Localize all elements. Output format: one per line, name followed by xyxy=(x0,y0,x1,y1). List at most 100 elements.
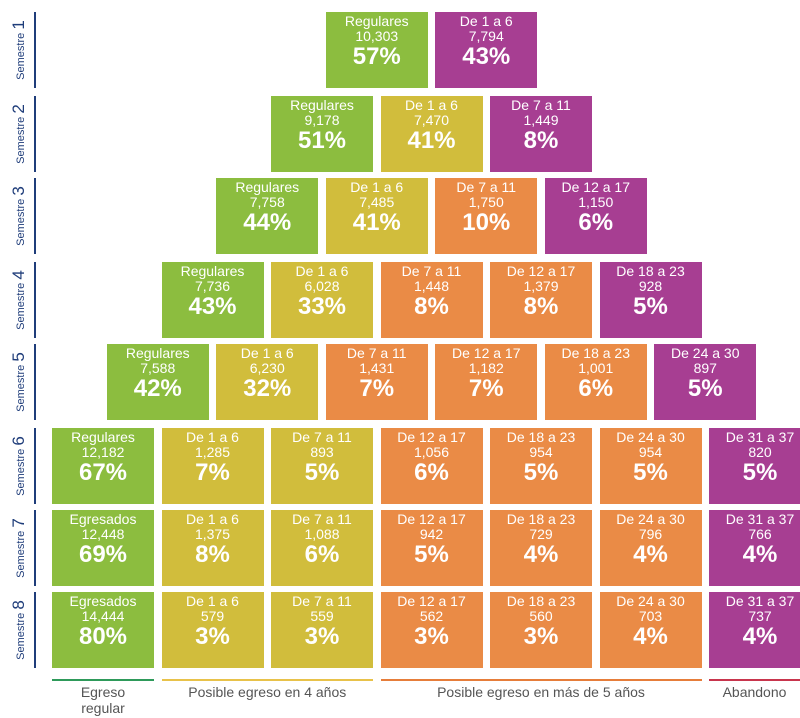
cohort-cell: De 24 a 30 897 5% xyxy=(654,344,757,420)
cohort-cell: De 7 a 11 1,750 10% xyxy=(435,178,538,254)
cell-percentage: 7% xyxy=(359,375,395,402)
semester-number: 1 xyxy=(9,20,28,30)
semester-word: Semestre xyxy=(15,29,27,80)
cell-range-label: Regulares xyxy=(235,179,300,195)
cell-range-label: De 7 a 11 xyxy=(511,97,571,113)
cell-student-count: 1,449 xyxy=(523,112,559,128)
cohort-cell: De 31 a 37 737 4% xyxy=(709,592,800,668)
cell-percentage: 3% xyxy=(304,623,340,650)
cell-student-count: 1,182 xyxy=(468,360,504,376)
cell-range-label: De 1 a 6 xyxy=(295,263,349,279)
semester-word: Semestre xyxy=(15,445,27,496)
cell-student-count: 737 xyxy=(748,608,772,624)
cell-percentage: 4% xyxy=(742,541,778,568)
cohort-cell: De 12 a 17 1,379 8% xyxy=(490,262,592,338)
cell-percentage: 5% xyxy=(304,459,340,486)
cell-percentage: 5% xyxy=(414,541,449,568)
cell-student-count: 7,794 xyxy=(468,28,504,44)
cell-range-label: De 18 a 23 xyxy=(506,429,576,445)
cell-percentage: 42% xyxy=(133,375,182,402)
semester-divider xyxy=(34,12,36,88)
cohort-cell: Regulares 10,303 57% xyxy=(325,12,428,88)
cohort-cell: De 12 a 17 1,056 6% xyxy=(380,428,483,504)
cell-range-label: De 1 a 6 xyxy=(350,179,404,195)
cell-range-label: De 7 a 11 xyxy=(292,429,352,445)
cell-range-label: De 18 a 23 xyxy=(506,593,576,609)
semester-number: 8 xyxy=(9,600,28,610)
legend-line xyxy=(161,679,373,681)
cell-range-label: De 12 a 17 xyxy=(397,593,466,609)
cohort-cell: De 18 a 23 954 5% xyxy=(490,428,592,504)
cell-range-label: Regulares xyxy=(290,97,354,113)
cell-student-count: 820 xyxy=(748,444,772,460)
semester-label: Semestre 7 xyxy=(9,508,29,588)
cell-percentage: 33% xyxy=(297,293,347,320)
cohort-cell: De 1 a 6 7,470 41% xyxy=(380,96,483,172)
cohort-cell: De 1 a 6 6,028 33% xyxy=(271,262,373,338)
cell-percentage: 6% xyxy=(578,375,614,402)
cell-student-count: 893 xyxy=(310,444,334,460)
cell-percentage: 8% xyxy=(523,127,559,154)
cell-percentage: 44% xyxy=(243,209,292,236)
semester-divider xyxy=(34,592,36,668)
semester-word: Semestre xyxy=(15,361,27,412)
cohort-cell: De 7 a 11 1,449 8% xyxy=(490,96,592,172)
semester-divider xyxy=(34,510,36,586)
cell-range-label: De 18 a 23 xyxy=(506,511,576,527)
cell-range-label: De 1 a 6 xyxy=(240,345,294,361)
semester-number: 3 xyxy=(9,186,28,196)
cell-percentage: 6% xyxy=(414,459,449,486)
cell-percentage: 8% xyxy=(195,541,230,568)
cohort-cell: De 18 a 23 729 4% xyxy=(490,510,592,586)
cell-percentage: 5% xyxy=(633,459,668,486)
cell-range-label: De 1 a 6 xyxy=(405,97,458,113)
cohort-cell: De 24 a 30 703 4% xyxy=(599,592,702,668)
cell-student-count: 7,470 xyxy=(413,112,450,128)
cell-range-label: De 12 a 17 xyxy=(452,345,521,361)
semester-number: 7 xyxy=(9,518,28,528)
cohort-cell: De 7 a 11 559 3% xyxy=(271,592,373,668)
cohort-cell: De 1 a 6 7,794 43% xyxy=(435,12,538,88)
cell-range-label: De 12 a 17 xyxy=(506,263,576,279)
semester-word: Semestre xyxy=(15,113,27,164)
cell-percentage: 3% xyxy=(414,623,449,650)
cell-range-label: De 1 a 6 xyxy=(186,511,239,527)
cell-student-count: 7,588 xyxy=(140,360,176,376)
cell-percentage: 32% xyxy=(243,375,292,402)
cell-range-label: De 24 a 30 xyxy=(616,593,685,609)
cohort-cell: Regulares 9,178 51% xyxy=(271,96,373,172)
cohort-cell: De 12 a 17 562 3% xyxy=(380,592,483,668)
cell-student-count: 7,736 xyxy=(194,278,231,294)
cell-percentage: 7% xyxy=(195,459,230,486)
semester-number: 6 xyxy=(9,436,28,446)
semester-divider xyxy=(34,178,36,254)
cell-range-label: Egresados xyxy=(69,593,137,609)
cell-percentage: 4% xyxy=(633,541,668,568)
cohort-cell: De 7 a 11 1,088 6% xyxy=(271,510,373,586)
cell-student-count: 954 xyxy=(638,444,663,460)
semester-number: 4 xyxy=(9,270,28,280)
semester-divider xyxy=(34,262,36,338)
cell-student-count: 7,485 xyxy=(359,194,395,210)
cell-percentage: 8% xyxy=(523,293,559,320)
cell-percentage: 3% xyxy=(195,623,230,650)
cell-student-count: 12,448 xyxy=(81,526,125,542)
cell-range-label: De 1 a 6 xyxy=(459,13,513,29)
cell-student-count: 1,285 xyxy=(194,444,231,460)
cell-range-label: De 7 a 11 xyxy=(456,179,517,195)
cohort-cell: De 1 a 6 7,485 41% xyxy=(325,178,428,254)
semester-label: Semestre 4 xyxy=(9,260,29,340)
cell-student-count: 729 xyxy=(529,526,553,542)
cell-student-count: 796 xyxy=(638,526,663,542)
semester-word: Semestre xyxy=(15,195,27,246)
legend-label: Abandono xyxy=(722,684,787,700)
cell-student-count: 14,444 xyxy=(81,608,125,624)
cell-range-label: De 24 a 30 xyxy=(616,429,685,445)
cell-range-label: De 24 a 30 xyxy=(671,345,740,361)
cell-percentage: 41% xyxy=(352,209,401,236)
cell-student-count: 6,028 xyxy=(304,278,340,294)
cell-student-count: 1,150 xyxy=(578,194,614,210)
cell-range-label: De 7 a 11 xyxy=(346,345,407,361)
cell-student-count: 1,001 xyxy=(578,360,614,376)
cell-student-count: 6,230 xyxy=(249,360,285,376)
